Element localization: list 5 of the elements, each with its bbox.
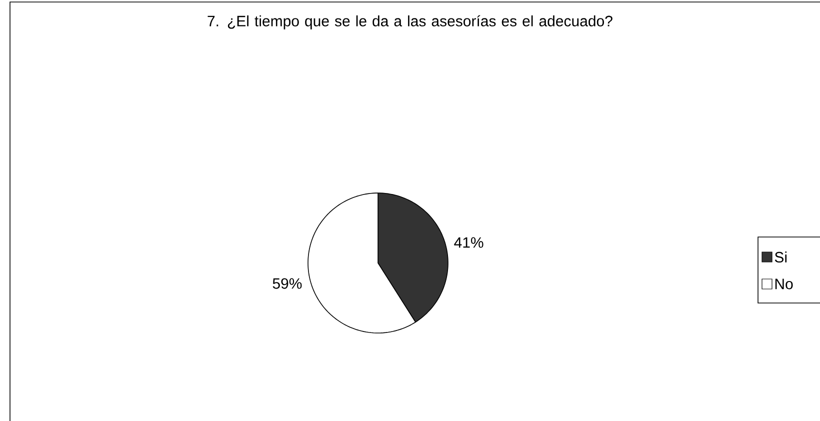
data-label: 41% [454,237,484,248]
chart-title: 7. ¿El tiempo que se le da a las asesorías es el adecuado? [208,15,612,30]
data-label: 59% [272,278,302,289]
legend-label: No [775,278,793,290]
legend-label: Si [774,252,787,263]
